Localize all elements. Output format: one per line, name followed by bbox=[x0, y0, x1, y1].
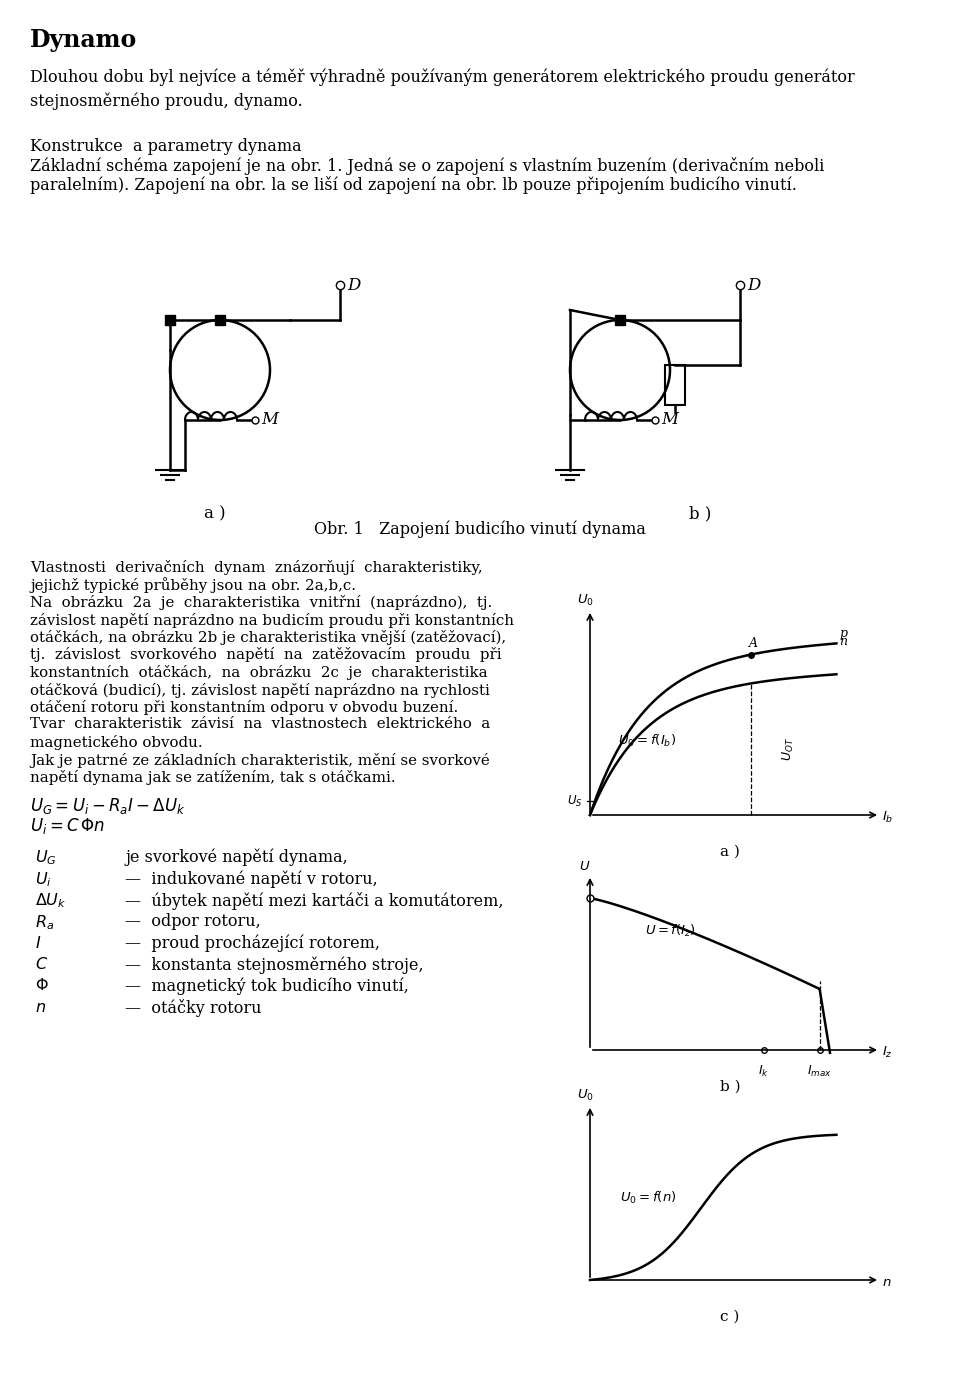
Text: p: p bbox=[839, 627, 848, 640]
Text: —  úbytek napětí mezi kartáči a komutátorem,: — úbytek napětí mezi kartáči a komutátor… bbox=[125, 891, 503, 909]
Text: $\Phi$: $\Phi$ bbox=[35, 978, 49, 994]
Text: $I_b$: $I_b$ bbox=[882, 810, 894, 825]
Text: Jak je patrné ze základních charakteristik, mění se svorkové: Jak je patrné ze základních charakterist… bbox=[30, 752, 490, 768]
Text: Vlastnosti  derivačních  dynam  znázorňují  charakteristiky,: Vlastnosti derivačních dynam znázorňují … bbox=[30, 560, 483, 575]
Text: paralelním). Zapojení na obr. la se liší od zapojení na obr. lb pouze připojením: paralelním). Zapojení na obr. la se liší… bbox=[30, 176, 797, 194]
Text: $R_a$: $R_a$ bbox=[35, 913, 54, 932]
Text: $U_S$: $U_S$ bbox=[567, 794, 583, 809]
Text: otáčková (budicí), tj. závislost napětí naprázdno na rychlosti: otáčková (budicí), tj. závislost napětí … bbox=[30, 682, 490, 697]
Text: $U_i$: $U_i$ bbox=[35, 870, 52, 888]
Text: $U = f(I_z)$: $U = f(I_z)$ bbox=[645, 923, 696, 939]
Text: $U_0 = f(I_b)$: $U_0 = f(I_b)$ bbox=[618, 733, 676, 748]
Text: $I$: $I$ bbox=[35, 935, 41, 951]
Text: magnetického obvodu.: magnetického obvodu. bbox=[30, 735, 203, 750]
Text: $U$: $U$ bbox=[579, 859, 590, 873]
Text: —  odpor rotoru,: — odpor rotoru, bbox=[125, 913, 261, 930]
Text: $I_z$: $I_z$ bbox=[882, 1045, 893, 1060]
Text: —  otáčky rotoru: — otáčky rotoru bbox=[125, 1000, 261, 1017]
Text: $n$: $n$ bbox=[882, 1276, 892, 1288]
Text: otáčení rotoru při konstantním odporu v obvodu buzení.: otáčení rotoru při konstantním odporu v … bbox=[30, 700, 458, 715]
Text: Na  obrázku  2a  je  charakteristika  vnitřní  (naprázdno),  tj.: Na obrázku 2a je charakteristika vnitřní… bbox=[30, 595, 492, 610]
Text: $U_0 = f(n)$: $U_0 = f(n)$ bbox=[620, 1189, 677, 1205]
Text: $n$: $n$ bbox=[35, 1000, 46, 1016]
Text: $U_i = C\,\Phi n$: $U_i = C\,\Phi n$ bbox=[30, 816, 105, 836]
Text: Obr. 1   Zapojení budicího vinutí dynama: Obr. 1 Zapojení budicího vinutí dynama bbox=[314, 520, 646, 537]
Bar bbox=[665, 365, 685, 405]
Text: D: D bbox=[347, 276, 360, 294]
Text: $U_G$: $U_G$ bbox=[35, 849, 57, 868]
Text: c ): c ) bbox=[720, 1310, 740, 1324]
Text: M: M bbox=[661, 412, 678, 428]
Text: $\Delta U_k$: $\Delta U_k$ bbox=[35, 891, 66, 910]
Text: Tvar  charakteristik  závisí  na  vlastnostech  elektrického  a: Tvar charakteristik závisí na vlastnoste… bbox=[30, 718, 491, 732]
Text: $U_0$: $U_0$ bbox=[577, 593, 593, 608]
Text: $C$: $C$ bbox=[35, 956, 48, 973]
Text: jejichž typické průběhy jsou na obr. 2a,b,c.: jejichž typické průběhy jsou na obr. 2a,… bbox=[30, 578, 356, 593]
Text: Dynamo: Dynamo bbox=[30, 27, 137, 52]
Text: $I_k$: $I_k$ bbox=[758, 1064, 769, 1079]
Text: konstantních  otáčkách,  na  obrázku  2c  je  charakteristika: konstantních otáčkách, na obrázku 2c je … bbox=[30, 665, 488, 680]
Text: M: M bbox=[261, 412, 278, 428]
Text: napětí dynama jak se zatížením, tak s otáčkami.: napětí dynama jak se zatížením, tak s ot… bbox=[30, 770, 396, 785]
Text: Dlouhou dobu byl nejvíce a téměř výhradně používaným generátorem elektrického pr: Dlouhou dobu byl nejvíce a téměř výhradn… bbox=[30, 69, 854, 110]
Text: $I_{max}$: $I_{max}$ bbox=[807, 1064, 832, 1079]
Text: A: A bbox=[749, 637, 757, 649]
Text: a ): a ) bbox=[720, 844, 740, 859]
Text: je svorkové napětí dynama,: je svorkové napětí dynama, bbox=[125, 849, 348, 866]
Text: $U_G = U_i - R_a I - \Delta U_k$: $U_G = U_i - R_a I - \Delta U_k$ bbox=[30, 795, 185, 816]
Text: $U_0$: $U_0$ bbox=[577, 1087, 593, 1103]
Text: b ): b ) bbox=[689, 505, 711, 522]
Text: —  magnetický tok budicího vinutí,: — magnetický tok budicího vinutí, bbox=[125, 978, 409, 995]
Text: —  proud procházející rotorem,: — proud procházející rotorem, bbox=[125, 935, 380, 951]
Text: Konstrukce  a parametry dynama: Konstrukce a parametry dynama bbox=[30, 139, 301, 155]
Text: —  konstanta stejnosměrného stroje,: — konstanta stejnosměrného stroje, bbox=[125, 956, 423, 973]
Text: —  indukované napětí v rotoru,: — indukované napětí v rotoru, bbox=[125, 870, 377, 887]
Text: závislost napětí naprázdno na budicím proudu při konstantních: závislost napětí naprázdno na budicím pr… bbox=[30, 612, 514, 627]
Text: tj.  závislost  svorkového  napětí  na  zatěžovacím  proudu  při: tj. závislost svorkového napětí na zatěž… bbox=[30, 648, 502, 663]
Text: n: n bbox=[839, 636, 848, 648]
Text: D: D bbox=[747, 276, 760, 294]
Text: $U_{OT}$: $U_{OT}$ bbox=[780, 737, 796, 761]
Text: otáčkách, na obrázku 2b je charakteristika vnější (zatěžovací),: otáčkách, na obrázku 2b je charakteristi… bbox=[30, 630, 506, 645]
Text: a ): a ) bbox=[204, 505, 226, 522]
Text: Základní schéma zapojení je na obr. 1. Jedná se o zapojení s vlastním buzením (d: Základní schéma zapojení je na obr. 1. J… bbox=[30, 157, 825, 174]
Text: b ): b ) bbox=[720, 1081, 740, 1094]
